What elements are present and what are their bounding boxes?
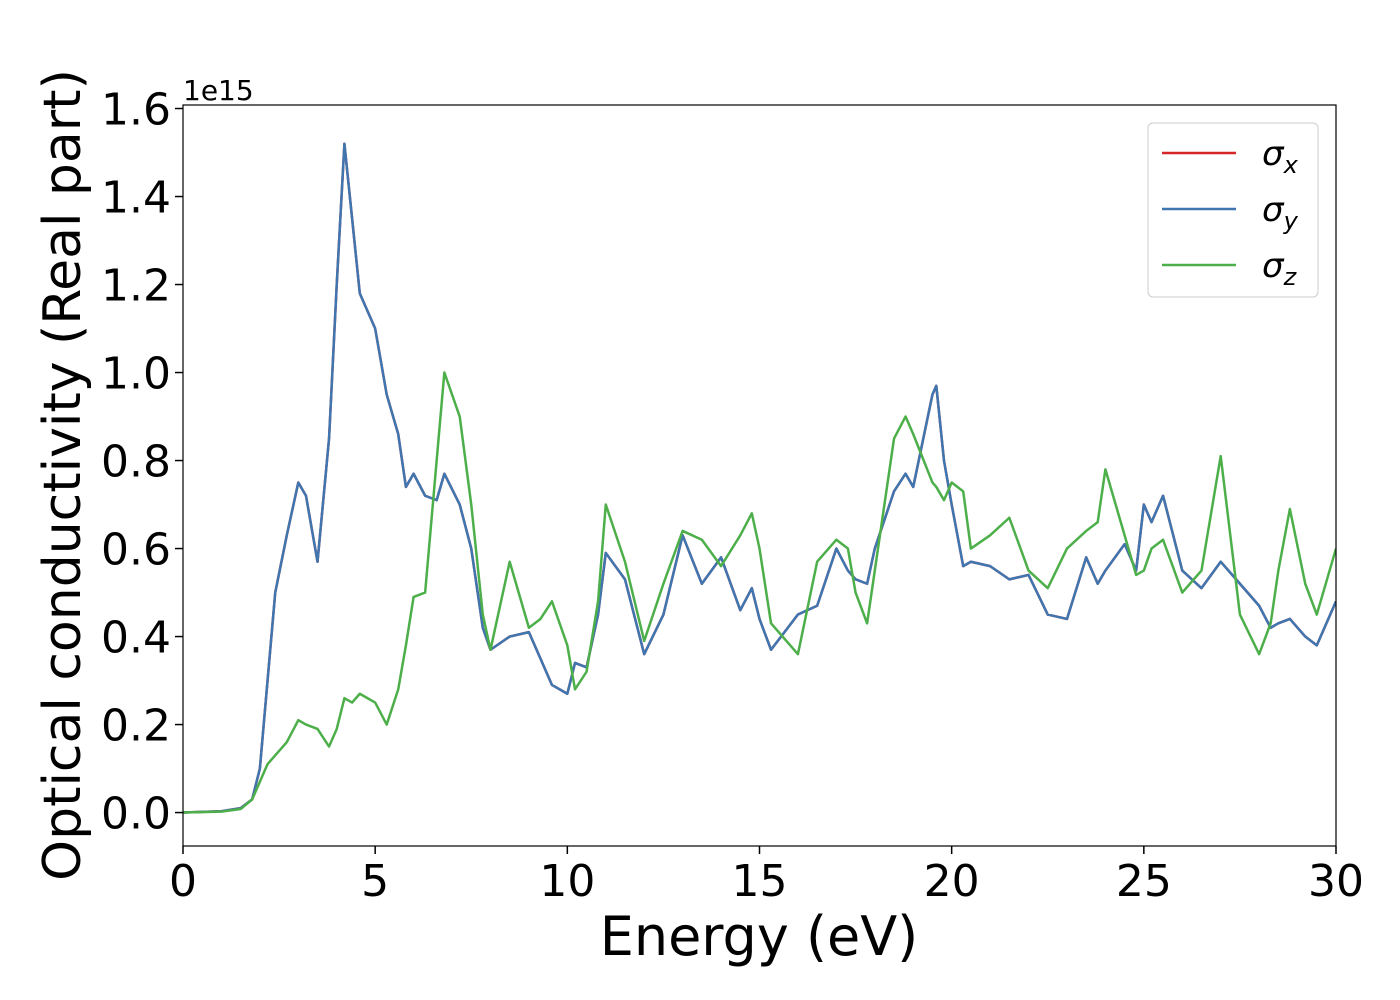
x-tick-label: 15 bbox=[732, 856, 788, 907]
x-tick-label: 5 bbox=[361, 856, 389, 907]
y-tick-label: 1.6 bbox=[101, 85, 171, 136]
y-tick-label: 1.4 bbox=[101, 173, 171, 224]
legend-label: σx bbox=[1262, 134, 1299, 179]
x-tick-label: 0 bbox=[169, 856, 197, 907]
y-tick-label: 0.4 bbox=[101, 613, 171, 664]
x-tick-label: 25 bbox=[1116, 856, 1172, 907]
x-tick-label: 10 bbox=[539, 856, 595, 907]
y-tick-label: 0.6 bbox=[101, 525, 171, 576]
x-tick-label: 30 bbox=[1308, 856, 1364, 907]
legend: σx σy σz bbox=[1147, 122, 1319, 298]
y-tick-label: 0.0 bbox=[101, 789, 171, 840]
legend-label: σy bbox=[1262, 190, 1299, 235]
series-line bbox=[183, 371, 1336, 814]
x-axis-label: Energy (eV) bbox=[600, 905, 919, 968]
y-tick-label: 1.2 bbox=[101, 261, 171, 312]
y-axis-label: Optical conductivity (Real part) bbox=[33, 69, 93, 881]
x-tick-label: 20 bbox=[924, 856, 980, 907]
y-tick-label: 0.8 bbox=[101, 437, 171, 488]
offset-label: 1e15 bbox=[183, 74, 254, 107]
plot-frame bbox=[182, 104, 1337, 847]
legend-label: σz bbox=[1262, 246, 1298, 291]
y-tick-label: 0.2 bbox=[101, 701, 171, 752]
y-tick-label: 1.0 bbox=[101, 349, 171, 400]
